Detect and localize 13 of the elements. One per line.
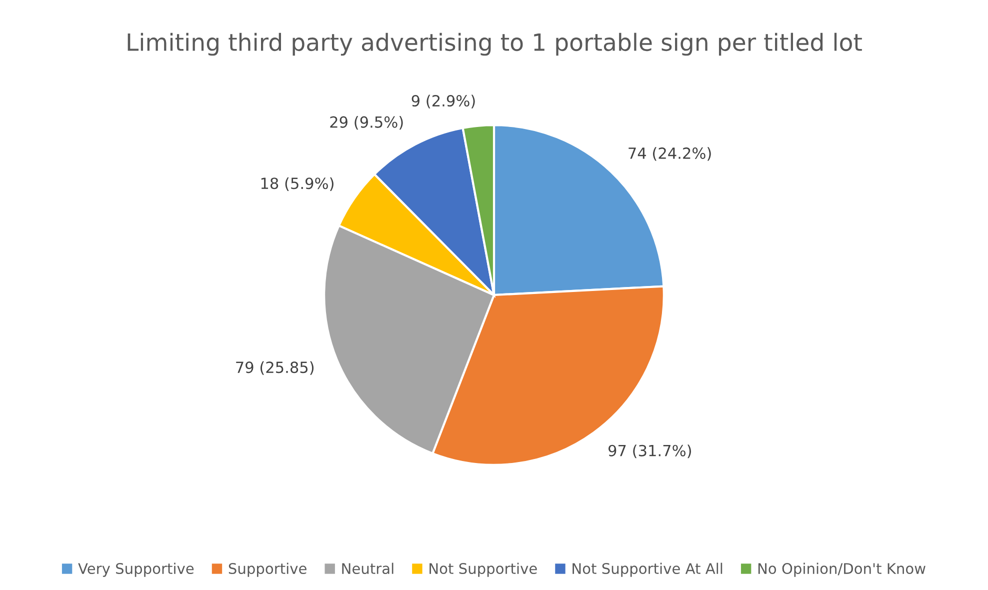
legend-label: Supportive <box>228 562 306 577</box>
legend-label: Very Supportive <box>78 562 194 577</box>
data-label: 74 (24.2%) <box>628 147 711 161</box>
legend-label: Not Supportive At All <box>572 562 722 577</box>
chart-title: Limiting third party advertising to 1 portable sign per titled lot <box>128 32 862 56</box>
data-label: 9 (2.9%) <box>412 94 475 108</box>
data-label: 97 (31.7%) <box>608 444 691 458</box>
data-label: 79 (25.85) <box>236 361 314 375</box>
legend-label: Neutral <box>342 562 394 574</box>
data-label: 18 (5.9%) <box>261 177 334 191</box>
data-label: 29 (9.5%) <box>330 116 403 130</box>
legend-label: Not Supportive <box>430 562 537 577</box>
legend-label: No Opinion/Don't Know <box>758 562 926 577</box>
